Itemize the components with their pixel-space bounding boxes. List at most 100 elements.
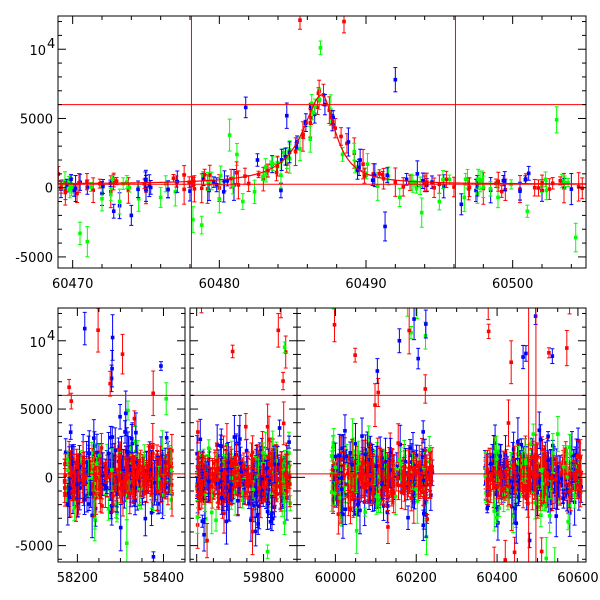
green-point [199, 223, 204, 227]
green-point [206, 179, 210, 184]
red-point [226, 481, 231, 486]
green-point [109, 192, 113, 197]
red-point [129, 480, 134, 485]
red-point [246, 475, 250, 480]
green-point [65, 457, 70, 462]
red-point [122, 484, 126, 488]
blue-point [242, 467, 247, 472]
red-point [100, 504, 104, 508]
red-point [68, 465, 73, 470]
y-tick-label: 0 [45, 182, 53, 197]
blue-point [85, 464, 90, 469]
blue-point [243, 105, 248, 110]
red-point [75, 464, 80, 469]
x-tick-label: 58400 [143, 571, 184, 586]
blue-point [69, 177, 73, 182]
blue-point [242, 482, 246, 487]
blue-point [254, 490, 259, 495]
red-point [223, 471, 228, 475]
green-point [441, 177, 445, 182]
red-point [547, 187, 552, 191]
blue-point [75, 482, 79, 487]
blue-point [255, 158, 260, 162]
green-point [217, 196, 222, 201]
red-point [206, 475, 210, 479]
green-point [78, 455, 83, 459]
blue-point [126, 452, 130, 456]
blue-point [244, 448, 249, 453]
y-tick-label: 5000 [20, 112, 53, 127]
red-point [63, 492, 67, 497]
green-point [209, 510, 214, 515]
blue-point [259, 487, 264, 492]
blue-point [502, 179, 507, 183]
red-point [155, 489, 160, 494]
green-point [340, 152, 345, 157]
red-point [91, 188, 95, 192]
blue-point [279, 158, 284, 162]
green-point [225, 454, 229, 459]
green-point [156, 477, 161, 481]
red-point [196, 455, 201, 460]
blue-point [70, 462, 75, 467]
red-point [202, 173, 207, 177]
blue-point [358, 158, 362, 162]
red-point [220, 474, 224, 479]
green-point [66, 468, 70, 472]
green-point [463, 177, 468, 182]
green-point [414, 186, 419, 191]
green-point [158, 195, 163, 200]
blue-point [152, 480, 157, 485]
blue-point [68, 486, 72, 491]
blue-point [82, 326, 87, 331]
red-point [540, 181, 544, 185]
green-point [462, 195, 467, 200]
red-point [114, 469, 118, 473]
red-point [234, 463, 239, 468]
blue-point [87, 502, 91, 506]
red-point [68, 491, 73, 496]
blue-point [118, 414, 122, 419]
red-point [192, 187, 197, 191]
red-point [210, 479, 215, 483]
red-point [262, 485, 267, 490]
green-point [397, 195, 402, 200]
green-point [86, 475, 91, 480]
red-point [467, 185, 472, 190]
blue-point [252, 503, 256, 508]
green-point [218, 173, 223, 178]
green-point [206, 446, 211, 451]
blue-point [255, 513, 260, 517]
green-point [169, 498, 173, 502]
green-point [281, 150, 286, 155]
blue-point [238, 462, 243, 466]
green-point [191, 217, 195, 222]
blue-point [285, 113, 289, 118]
red-point [132, 416, 137, 421]
blue-point [125, 449, 129, 454]
green-point [195, 515, 200, 519]
blue-point [108, 435, 113, 440]
red-point [309, 115, 313, 120]
blue-point [271, 516, 275, 521]
blue-point [69, 456, 74, 461]
blue-point [355, 168, 360, 173]
blue-point [226, 460, 231, 465]
green-point [110, 177, 115, 182]
green-point [110, 468, 114, 472]
red-point [159, 492, 163, 497]
y-tick-label: 0 [45, 471, 53, 486]
red-point [274, 170, 279, 175]
red-point [380, 173, 385, 177]
red-point [277, 470, 282, 474]
blue-point [121, 469, 125, 473]
blue-point [257, 504, 262, 508]
blue-point [75, 500, 80, 505]
blue-point [261, 462, 265, 467]
red-point [166, 460, 170, 464]
green-point [67, 180, 71, 184]
green-point [270, 161, 275, 166]
blue-point [133, 486, 138, 490]
red-point [361, 162, 365, 166]
red-point [89, 482, 94, 487]
